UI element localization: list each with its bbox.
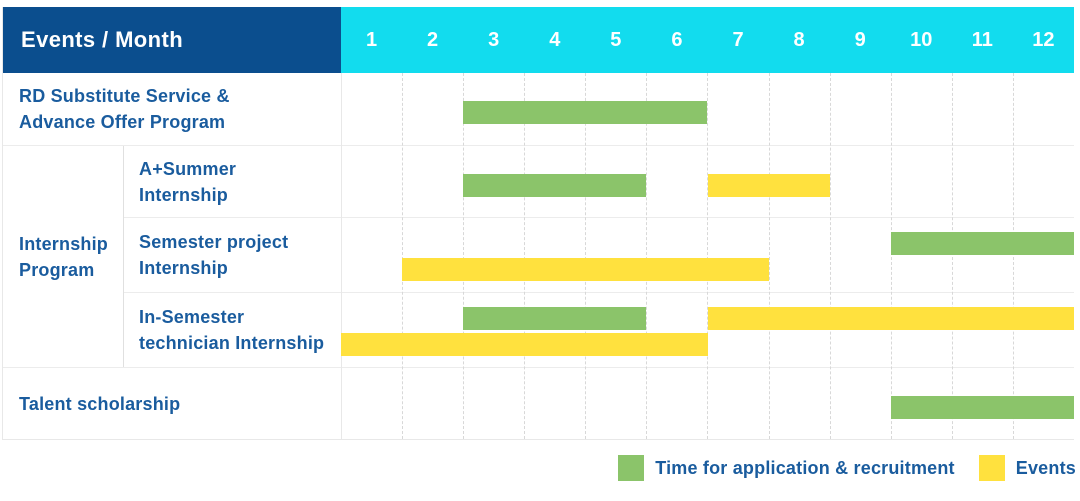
legend-label: Time for application & recruitment xyxy=(655,457,955,478)
row-label-line: Semester project xyxy=(139,232,289,252)
table-row: A+Summer Internship xyxy=(124,146,1074,218)
green-swatch-icon xyxy=(618,455,645,481)
gantt-row-chart xyxy=(341,73,1074,145)
gantt-row-chart xyxy=(341,368,1074,439)
row-label-a-summer: A+Summer Internship xyxy=(124,146,341,217)
row-label-line: RD Substitute Service & xyxy=(19,86,230,106)
header-events-month-label: Events / Month xyxy=(3,7,341,73)
gantt-bar-application xyxy=(890,395,1074,419)
table-body: RD Substitute Service & Advance Offer Pr… xyxy=(3,73,1074,439)
gantt-bar-application xyxy=(463,307,647,330)
month-header-cell: 1 xyxy=(365,28,378,51)
gantt-table: Events / Month 1 2 3 4 5 6 7 8 9 10 11 12 RD Substi… xyxy=(2,7,1074,440)
table-row: In-Semester technician Internship xyxy=(124,293,1074,367)
row-label-line: Internship xyxy=(139,184,229,205)
month-header-cell: 2 xyxy=(427,28,439,51)
row-label-line: Talent scholarship xyxy=(19,393,181,414)
table-row: Talent scholarship xyxy=(3,368,1074,439)
row-label-line: A+Summer xyxy=(139,158,237,179)
gantt-row-chart xyxy=(341,218,1074,292)
month-header-cell: 5 xyxy=(610,28,622,51)
table-header-row: Events / Month 1 2 3 4 5 6 7 8 9 10 11 12 xyxy=(3,7,1074,73)
row-label-rd-substitute: RD Substitute Service & Advance Offer Pr… xyxy=(3,73,341,145)
month-header-cell: 4 xyxy=(549,28,561,51)
row-label-line: Internship xyxy=(139,258,229,278)
internship-program-group: Internship Program A+Summer Internship S… xyxy=(3,146,1074,368)
table-row: RD Substitute Service & Advance Offer Pr… xyxy=(3,73,1074,146)
row-label-semester-project: Semester project Internship xyxy=(124,218,341,292)
row-label-line: technician Internship xyxy=(139,333,325,353)
gantt-bar-application xyxy=(890,232,1074,255)
month-header-cell: 7 xyxy=(732,28,744,51)
gantt-bar-event xyxy=(341,333,708,356)
group-label-internship-program: Internship Program xyxy=(3,146,124,367)
month-header-cell: 8 xyxy=(793,28,805,51)
legend-label: Events xyxy=(1015,457,1076,478)
legend: Time for application & recruitment Event… xyxy=(0,455,1076,481)
table-row: Semester project Internship xyxy=(124,218,1074,293)
row-label-talent-scholarship: Talent scholarship xyxy=(3,368,341,439)
gantt-row-chart xyxy=(341,146,1074,217)
gantt-bar-application xyxy=(463,173,647,197)
month-header-cell: 12 xyxy=(1032,28,1055,51)
legend-item-application: Time for application & recruitment xyxy=(618,455,955,481)
legend-item-events: Events xyxy=(978,455,1076,481)
group-rows: A+Summer Internship Semester project Int… xyxy=(124,146,1074,367)
month-header-cell: 10 xyxy=(910,28,933,51)
yellow-swatch-icon xyxy=(978,455,1005,481)
month-header-cell: 3 xyxy=(488,28,500,51)
gantt-bar-application xyxy=(463,101,708,124)
month-header-row: 1 2 3 4 5 6 7 8 9 10 11 12 xyxy=(341,7,1074,73)
row-label-line: Advance Offer Program xyxy=(19,112,226,132)
gantt-row-chart xyxy=(341,293,1074,367)
gantt-bar-event xyxy=(707,173,830,197)
month-header-cell: 9 xyxy=(854,28,866,51)
month-header-cell: 6 xyxy=(671,28,683,51)
row-label-line: In-Semester xyxy=(139,307,245,327)
gantt-bar-event xyxy=(402,258,769,281)
month-header-cell: 11 xyxy=(971,28,993,51)
gantt-bar-event xyxy=(707,307,1074,330)
group-label-line: Internship xyxy=(19,233,109,254)
row-label-in-semester: In-Semester technician Internship xyxy=(124,293,341,367)
group-label-line: Program xyxy=(19,259,95,280)
